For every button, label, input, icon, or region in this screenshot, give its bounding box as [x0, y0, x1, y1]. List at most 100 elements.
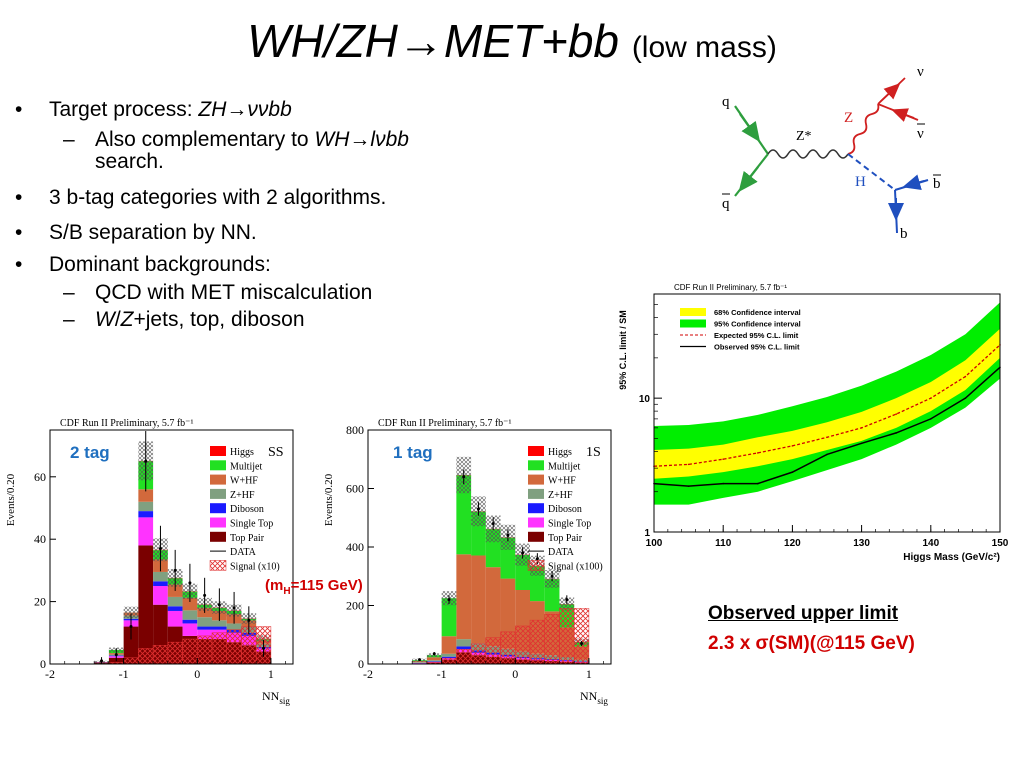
expected-point	[757, 452, 759, 454]
bar-diboson	[182, 619, 198, 624]
legend-label: Diboson	[548, 504, 582, 515]
bar-z-hf	[426, 660, 442, 662]
legend-swatch	[528, 460, 544, 471]
bar-single-top	[197, 629, 212, 640]
y-tick-label: 400	[346, 540, 364, 554]
antiquark-arrow	[738, 166, 759, 192]
bar-w-hf	[426, 657, 442, 661]
bar-w-hf	[471, 555, 486, 644]
legend-label: Top Pair	[548, 533, 583, 544]
bar-z-hf	[226, 623, 242, 630]
signal-bar	[441, 657, 457, 665]
nn-histogram-1tag: CDF Run II Preliminary, 5.7 fb⁻¹ -2 -1 0 1 0 2…	[323, 418, 612, 706]
legend-swatch	[528, 517, 544, 528]
signal-bar	[515, 625, 531, 665]
signal-bar	[559, 608, 575, 665]
legend-swatch	[528, 531, 544, 542]
bullet-text: S/B separation by NN.	[49, 221, 257, 244]
x-tick-label: 0	[512, 667, 518, 681]
zstar-propagator	[767, 149, 849, 159]
category-label: 1S	[586, 445, 601, 460]
higgs-mass-label: (mH=115 GeV)	[265, 577, 363, 597]
data-point	[188, 581, 192, 585]
bar-single-top	[153, 586, 168, 605]
data-point	[232, 606, 236, 610]
legend-label: 95% Confidence interval	[714, 320, 801, 329]
x-tick-label: 0	[194, 667, 200, 681]
nn-histogram-2tag: CDF Run II Preliminary, 5.7 fb⁻¹ -2 -1 0 1 0 2…	[5, 418, 294, 706]
bar-top-pair	[123, 626, 139, 664]
bar-diboson	[153, 581, 168, 586]
observed-point	[722, 482, 724, 485]
bar-z-hf	[212, 620, 227, 627]
legend-swatch	[210, 517, 226, 528]
y-tick-label: 0	[358, 657, 364, 671]
bar-z-hf	[197, 617, 212, 627]
z-boson-line	[847, 103, 880, 155]
histogram-title: CDF Run II Preliminary, 5.7 fb⁻¹	[60, 418, 193, 429]
legend-swatch-signal	[527, 560, 545, 571]
legend-label: Single Top	[230, 519, 273, 530]
bar-diboson	[212, 626, 227, 630]
data-point	[476, 507, 480, 511]
y-axis-label: Events/0.20	[5, 473, 17, 526]
tag-label-2tag: 2 tag	[70, 443, 110, 462]
expected-point	[722, 458, 724, 460]
y-axis-label: Events/0.20	[323, 473, 335, 526]
subbullet-text-cont: search.	[95, 150, 164, 173]
histogram-title: CDF Run II Preliminary, 5.7 fb⁻¹	[378, 418, 511, 429]
label-q: q	[722, 94, 730, 110]
limit-title: Observed upper limit	[708, 603, 899, 624]
legend-swatch	[210, 460, 226, 471]
y-tick-label: 1	[644, 528, 650, 539]
signal-bar	[211, 632, 227, 665]
y-tick-label: 800	[346, 423, 364, 437]
bar-single-top	[182, 623, 198, 636]
bar-diboson	[456, 646, 472, 650]
expected-point	[826, 436, 828, 439]
bar-w-hf	[456, 554, 472, 640]
slide-title-sub: (low mass)	[631, 31, 777, 64]
legend-label: W+HF	[548, 476, 576, 487]
expected-point	[930, 397, 932, 399]
plot-frame	[653, 293, 1001, 533]
y-tick-label: 0	[40, 657, 46, 671]
bar-diboson	[441, 656, 457, 659]
x-tick-label: 110	[715, 538, 732, 549]
signal-bar	[573, 608, 590, 665]
label-nubar: ν	[917, 126, 924, 142]
expected-point	[791, 445, 794, 447]
observed-point	[757, 482, 759, 485]
x-tick-label: -2	[45, 667, 55, 681]
y-tick-label: 40	[34, 532, 46, 546]
legend-label: Higgs	[548, 447, 572, 458]
x-tick-label: 100	[646, 538, 663, 549]
y-axis-label: 95% C.L. limit / SM	[618, 310, 628, 390]
x-tick-label: -2	[363, 667, 373, 681]
label-b: b	[900, 226, 908, 242]
label-nu: ν	[917, 64, 924, 80]
data-point	[580, 642, 584, 646]
bar-multijet	[456, 475, 472, 555]
bar-diboson	[426, 661, 442, 662]
x-tick-label: -1	[119, 667, 129, 681]
legend-swatch	[528, 446, 544, 456]
x-axis-label: NNsig	[580, 689, 608, 706]
bar-diboson	[167, 606, 183, 611]
x-tick-label: 140	[922, 538, 939, 549]
bar-z-hf	[167, 596, 183, 607]
subbullet-wz: – W/Z+jets, top, diboson	[63, 308, 305, 331]
expected-point	[687, 463, 690, 466]
data-point	[491, 522, 495, 526]
signal-bar	[470, 643, 487, 665]
bullet-backgrounds: • Dominant backgrounds:	[15, 253, 271, 276]
x-axis-label: Higgs Mass (GeV/c²)	[903, 552, 1000, 563]
bar-single-top	[426, 661, 442, 663]
bar-diboson	[138, 511, 154, 518]
data-point	[535, 557, 539, 561]
bar-z-hf	[138, 501, 154, 512]
data-point	[203, 593, 207, 597]
slide-title-main: WH/ZH→MET+bb	[247, 15, 620, 67]
label-bbar: b	[933, 176, 941, 192]
bullet-italic: ZH→ννbb	[198, 98, 292, 121]
